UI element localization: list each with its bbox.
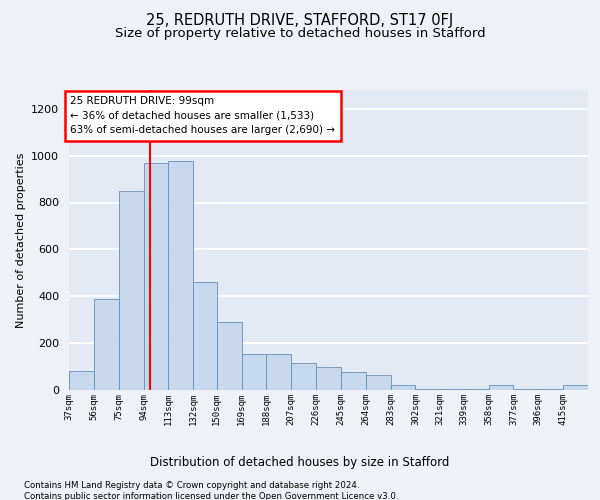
Text: Contains HM Land Registry data © Crown copyright and database right 2024.: Contains HM Land Registry data © Crown c…	[24, 481, 359, 490]
Bar	[69, 371, 94, 390]
Bar	[464, 389, 488, 390]
Text: Contains public sector information licensed under the Open Government Licence v3: Contains public sector information licen…	[24, 492, 398, 500]
Bar	[217, 322, 242, 390]
Text: 25, REDRUTH DRIVE, STAFFORD, ST17 0FJ: 25, REDRUTH DRIVE, STAFFORD, ST17 0FJ	[146, 12, 454, 28]
Bar	[316, 366, 341, 390]
Bar	[366, 375, 391, 390]
Bar	[488, 386, 514, 390]
Bar	[193, 282, 217, 390]
Text: 25 REDRUTH DRIVE: 99sqm
← 36% of detached houses are smaller (1,533)
63% of semi: 25 REDRUTH DRIVE: 99sqm ← 36% of detache…	[70, 96, 335, 136]
Text: Size of property relative to detached houses in Stafford: Size of property relative to detached ho…	[115, 28, 485, 40]
Bar	[440, 389, 464, 390]
Bar	[94, 298, 119, 390]
Bar	[563, 386, 588, 390]
Bar	[415, 389, 440, 390]
Bar	[119, 191, 143, 390]
Text: Distribution of detached houses by size in Stafford: Distribution of detached houses by size …	[151, 456, 449, 469]
Bar	[341, 372, 366, 390]
Bar	[143, 162, 169, 390]
Bar	[391, 386, 415, 390]
Bar	[169, 162, 193, 390]
Y-axis label: Number of detached properties: Number of detached properties	[16, 152, 26, 328]
Bar	[266, 354, 291, 390]
Bar	[514, 389, 538, 390]
Bar	[242, 354, 266, 390]
Bar	[291, 363, 316, 390]
Bar	[538, 389, 563, 390]
